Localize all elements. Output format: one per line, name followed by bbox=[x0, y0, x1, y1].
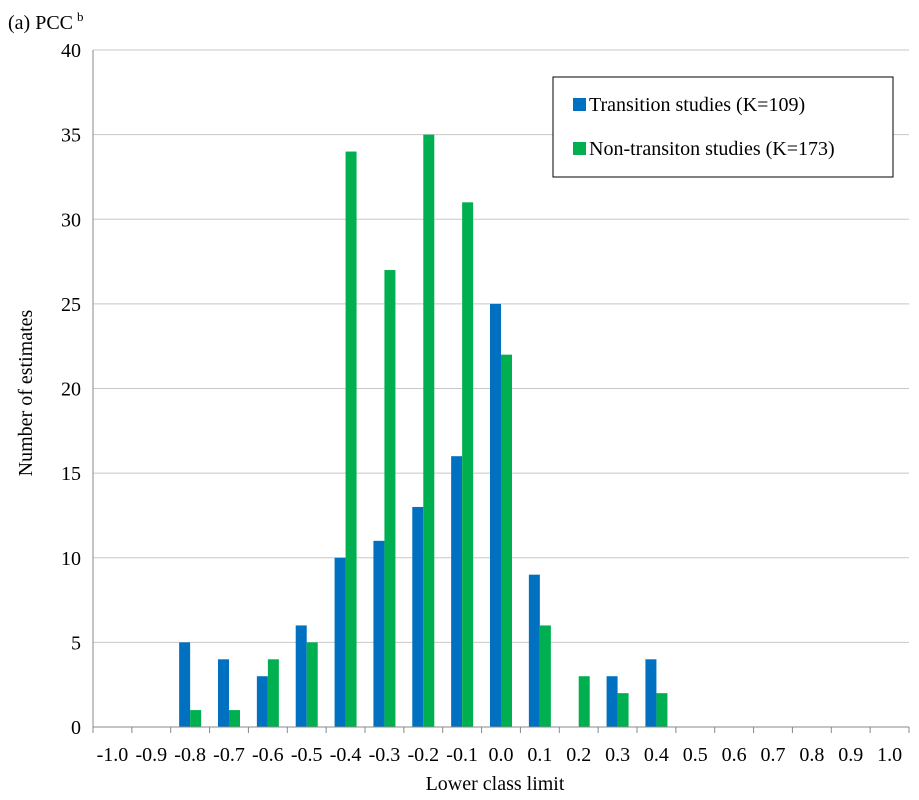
x-tick-label: 0.9 bbox=[838, 744, 863, 766]
x-tick-label: 0.3 bbox=[605, 744, 630, 766]
y-tick-label: 30 bbox=[61, 209, 81, 231]
bar bbox=[617, 693, 629, 727]
x-tick-label: -0.5 bbox=[291, 744, 323, 766]
y-tick-label: 10 bbox=[61, 548, 81, 570]
y-tick-label: 15 bbox=[61, 463, 81, 485]
axes bbox=[92, 50, 910, 733]
bar bbox=[645, 659, 657, 727]
bar bbox=[578, 676, 590, 727]
bar bbox=[295, 625, 307, 727]
bar bbox=[190, 710, 202, 727]
x-tick-label: -0.1 bbox=[446, 744, 478, 766]
y-tick-label: 25 bbox=[61, 294, 81, 316]
y-tick-label: 5 bbox=[71, 632, 81, 654]
bar bbox=[490, 303, 501, 727]
legend-swatch bbox=[573, 98, 586, 111]
bar bbox=[218, 659, 229, 727]
bar bbox=[412, 506, 424, 727]
bars bbox=[179, 134, 668, 728]
x-axis-label: Lower class limit bbox=[426, 773, 565, 795]
x-tick-label: 0.1 bbox=[527, 744, 552, 766]
x-tick-label: -1.0 bbox=[97, 744, 129, 766]
bar bbox=[229, 710, 240, 727]
y-tick-label: 0 bbox=[71, 717, 81, 739]
x-tick-label: 0.5 bbox=[683, 744, 708, 766]
bar bbox=[539, 625, 551, 727]
bar bbox=[334, 557, 346, 727]
bar bbox=[606, 676, 618, 727]
x-tick-label: -0.6 bbox=[252, 744, 284, 766]
bar bbox=[179, 642, 191, 727]
legend-label: Non-transiton studies (K=173) bbox=[589, 138, 835, 160]
x-tick-label: 0.7 bbox=[761, 744, 786, 766]
x-tick-label: -0.9 bbox=[135, 744, 167, 766]
x-tick-label: 0.2 bbox=[566, 744, 591, 766]
bar bbox=[345, 151, 357, 728]
bar bbox=[656, 693, 668, 727]
bar bbox=[384, 270, 396, 727]
bar bbox=[462, 202, 474, 727]
y-tick-label: 40 bbox=[61, 40, 81, 62]
y-axis-tick-labels: 0 5 10 15 20 25 30 35 40 bbox=[61, 40, 81, 739]
chart-title-superscript: b bbox=[77, 9, 84, 24]
legend: Transition studies (K=109) Non-transiton … bbox=[552, 76, 894, 178]
x-tick-label: 0.8 bbox=[799, 744, 824, 766]
x-tick-label: -0.2 bbox=[407, 744, 439, 766]
chart-title: (a) PCC b bbox=[8, 9, 84, 34]
chart-title-text: (a) PCC bbox=[8, 12, 73, 34]
bar bbox=[423, 134, 435, 727]
y-tick-label: 20 bbox=[61, 379, 81, 401]
x-tick-label: -0.8 bbox=[174, 744, 206, 766]
y-tick-label: 35 bbox=[61, 125, 81, 147]
bar bbox=[373, 540, 385, 727]
bar bbox=[256, 676, 268, 727]
x-tick-label: 0.4 bbox=[644, 744, 669, 766]
x-tick-label: 1.0 bbox=[877, 744, 902, 766]
bar bbox=[306, 642, 318, 727]
x-axis-tick-labels: -1.0 -0.9 -0.8 -0.7 -0.6 -0.5 -0.4 -0.3 -0.2 -0.1… bbox=[97, 744, 902, 766]
x-tick-label: -0.7 bbox=[213, 744, 245, 766]
x-tick-label: 0.6 bbox=[722, 744, 747, 766]
legend-box bbox=[552, 76, 894, 178]
x-tick-label: -0.4 bbox=[330, 744, 362, 766]
x-tick-label: -0.3 bbox=[369, 744, 401, 766]
y-axis-label: Number of estimates bbox=[15, 309, 37, 476]
legend-label: Transition studies (K=109) bbox=[589, 94, 805, 116]
bar bbox=[528, 574, 540, 727]
bar bbox=[501, 354, 512, 727]
bar bbox=[451, 456, 463, 727]
x-tick-label: 0.0 bbox=[489, 744, 514, 766]
legend-swatch bbox=[573, 142, 586, 155]
bar bbox=[267, 659, 279, 727]
